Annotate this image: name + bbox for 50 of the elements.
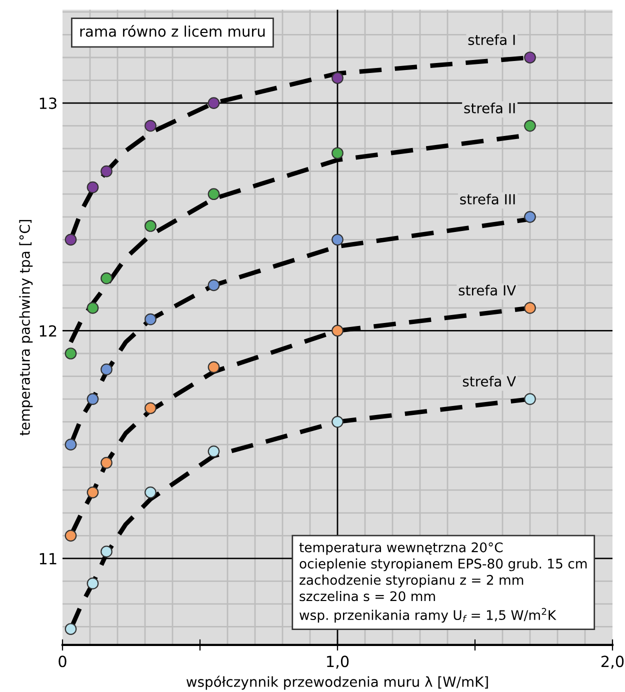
series-label: strefa III	[460, 194, 515, 204]
text: temperatura wewnętrzna 20°C ocieplenie styropianem EPS-80 grub. 15 cm zachodzenie styropianu z = 2 mm szczelina s = 20 mm wsp. przenikania ramy U$_{f}$ = 1,5 W/m$^{2}$K	[299, 542, 587, 623]
point	[64, 348, 77, 360]
x-tick-label: 0	[58, 656, 66, 668]
x-axis-title: współczynnik przewodzenia muru λ [W/mK]	[186, 676, 488, 690]
point	[144, 220, 156, 232]
point	[524, 52, 536, 64]
y-tick-label: 12	[40, 325, 56, 337]
point	[332, 324, 344, 337]
point	[524, 393, 536, 405]
point	[332, 147, 344, 160]
y-tick-label: 13	[40, 98, 56, 110]
point	[208, 188, 220, 200]
point	[100, 456, 112, 469]
point	[64, 623, 77, 635]
point	[144, 313, 156, 326]
y-axis-title: temperatura pachwiny tpa [°C]	[19, 220, 33, 436]
series-label: strefa II	[464, 102, 515, 114]
series-label: strefa IV	[458, 284, 516, 296]
series-label: strefa I	[468, 34, 515, 46]
point	[64, 530, 77, 542]
point	[208, 279, 220, 292]
point	[332, 234, 344, 246]
point	[86, 302, 99, 314]
point	[100, 272, 112, 284]
point	[86, 393, 99, 405]
point	[86, 578, 99, 590]
series-label: strefa V	[462, 376, 516, 387]
annotation: rama równo z licem muru	[80, 24, 265, 37]
point	[144, 402, 156, 414]
point	[208, 361, 220, 374]
point	[208, 97, 220, 109]
point	[100, 546, 112, 558]
point	[64, 234, 77, 246]
point	[332, 72, 344, 84]
point	[332, 416, 344, 428]
point	[144, 486, 156, 498]
point	[86, 181, 99, 194]
point	[144, 120, 156, 132]
point	[208, 445, 220, 458]
y-tick-label: 11	[40, 553, 56, 564]
point	[524, 210, 536, 223]
point	[524, 120, 536, 132]
point	[524, 302, 536, 314]
point	[64, 438, 77, 451]
point	[100, 165, 112, 178]
x-tick-label: 2,0	[601, 656, 624, 669]
point	[86, 486, 99, 498]
x-tick-label: 1,0	[327, 656, 349, 669]
point	[100, 364, 112, 376]
